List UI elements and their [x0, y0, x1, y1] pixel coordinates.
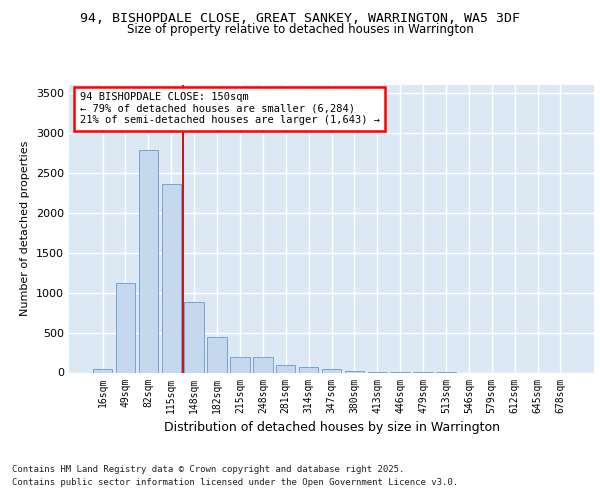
Bar	[299, 366, 319, 372]
Bar	[93, 368, 112, 372]
Bar	[230, 357, 250, 372]
Text: Size of property relative to detached houses in Warrington: Size of property relative to detached ho…	[127, 22, 473, 36]
Y-axis label: Number of detached properties: Number of detached properties	[20, 141, 31, 316]
Bar	[344, 371, 364, 372]
Text: 94 BISHOPDALE CLOSE: 150sqm
← 79% of detached houses are smaller (6,284)
21% of : 94 BISHOPDALE CLOSE: 150sqm ← 79% of det…	[79, 92, 380, 126]
Bar	[116, 283, 135, 372]
Bar	[208, 336, 227, 372]
Text: Contains public sector information licensed under the Open Government Licence v3: Contains public sector information licen…	[12, 478, 458, 487]
Text: Contains HM Land Registry data © Crown copyright and database right 2025.: Contains HM Land Registry data © Crown c…	[12, 466, 404, 474]
Text: 94, BISHOPDALE CLOSE, GREAT SANKEY, WARRINGTON, WA5 3DF: 94, BISHOPDALE CLOSE, GREAT SANKEY, WARR…	[80, 12, 520, 26]
Bar	[184, 302, 204, 372]
Bar	[139, 150, 158, 372]
Bar	[322, 370, 341, 372]
Bar	[253, 358, 272, 372]
X-axis label: Distribution of detached houses by size in Warrington: Distribution of detached houses by size …	[163, 421, 499, 434]
Bar	[161, 184, 181, 372]
Bar	[276, 364, 295, 372]
